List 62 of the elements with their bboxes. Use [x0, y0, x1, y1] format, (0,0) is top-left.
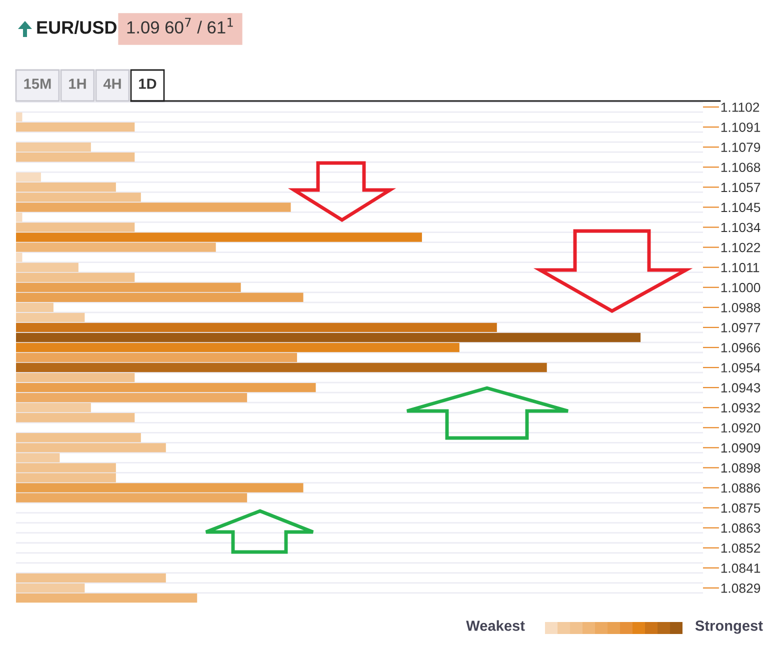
bar [16, 493, 248, 502]
y-tick-label: 1.1011 [721, 262, 760, 272]
bar [16, 262, 78, 272]
y-tick-label: 1.0943 [721, 383, 760, 392]
bar [16, 352, 298, 362]
y-tick-label: 1.1068 [721, 162, 760, 172]
y-tick-label: 1.0909 [721, 443, 760, 453]
y-tick-label: 1.0829 [721, 584, 760, 593]
text: 15M [24, 78, 51, 89]
text: Weakest [466, 620, 525, 631]
bar [16, 212, 22, 222]
chart-subtitle: 1.09 60$^{7}$ / 61$^{1}$ [127, 18, 233, 34]
y-tick-label: 1.0920 [721, 423, 760, 433]
y-tick-label: 1.1091 [721, 122, 760, 132]
y-tick-label: 1.1045 [721, 202, 760, 212]
bar [16, 202, 291, 212]
y-tick-label: 1.0932 [721, 403, 760, 413]
bar [16, 332, 641, 342]
bar [16, 172, 41, 182]
y-tick-label: 1.0898 [721, 463, 760, 473]
bar [16, 483, 304, 492]
y-tick-label: 1.0988 [721, 302, 760, 312]
y-tick-label: 1.0977 [721, 323, 760, 332]
bar [16, 583, 85, 593]
y-tick-label: 1.0841 [721, 563, 760, 573]
bar [16, 382, 316, 392]
bar [16, 112, 22, 122]
bar [16, 413, 135, 422]
y-tick-label: 1.1057 [721, 182, 760, 192]
bar [16, 593, 198, 603]
bar [16, 142, 91, 152]
text: 1H [69, 78, 86, 89]
y-tick-label: 1.0954 [721, 363, 760, 372]
bar [16, 232, 422, 242]
chart-title: EUR/USD [37, 20, 116, 34]
bar [16, 362, 547, 372]
text: Strongest [695, 620, 763, 634]
bar [16, 322, 497, 332]
bar [16, 392, 248, 402]
bar [16, 272, 135, 282]
y-tick-label: 1.1079 [721, 142, 760, 152]
bar [16, 152, 135, 162]
bar [16, 372, 135, 382]
text: 1D [139, 78, 156, 89]
y-tick-label: 1.0886 [721, 483, 760, 493]
bar [16, 403, 91, 412]
y-tick-label: 1.0875 [721, 503, 760, 513]
bar [16, 222, 135, 232]
y-tick-label: 1.1034 [721, 222, 760, 232]
y-tick-label: 1.1000 [721, 282, 760, 292]
bar [16, 242, 216, 252]
text: 4H [103, 78, 121, 89]
bar [16, 573, 166, 583]
y-tick-label: 1.1102 [721, 102, 760, 112]
bar [16, 122, 135, 132]
y-tick-label: 1.0852 [721, 543, 760, 553]
bar [16, 252, 22, 262]
y-tick-label: 1.0863 [721, 523, 760, 533]
bar [16, 453, 60, 462]
y-tick-label: 1.1022 [721, 242, 760, 252]
y-tick-label: 1.0966 [721, 343, 760, 352]
bar [16, 342, 460, 352]
